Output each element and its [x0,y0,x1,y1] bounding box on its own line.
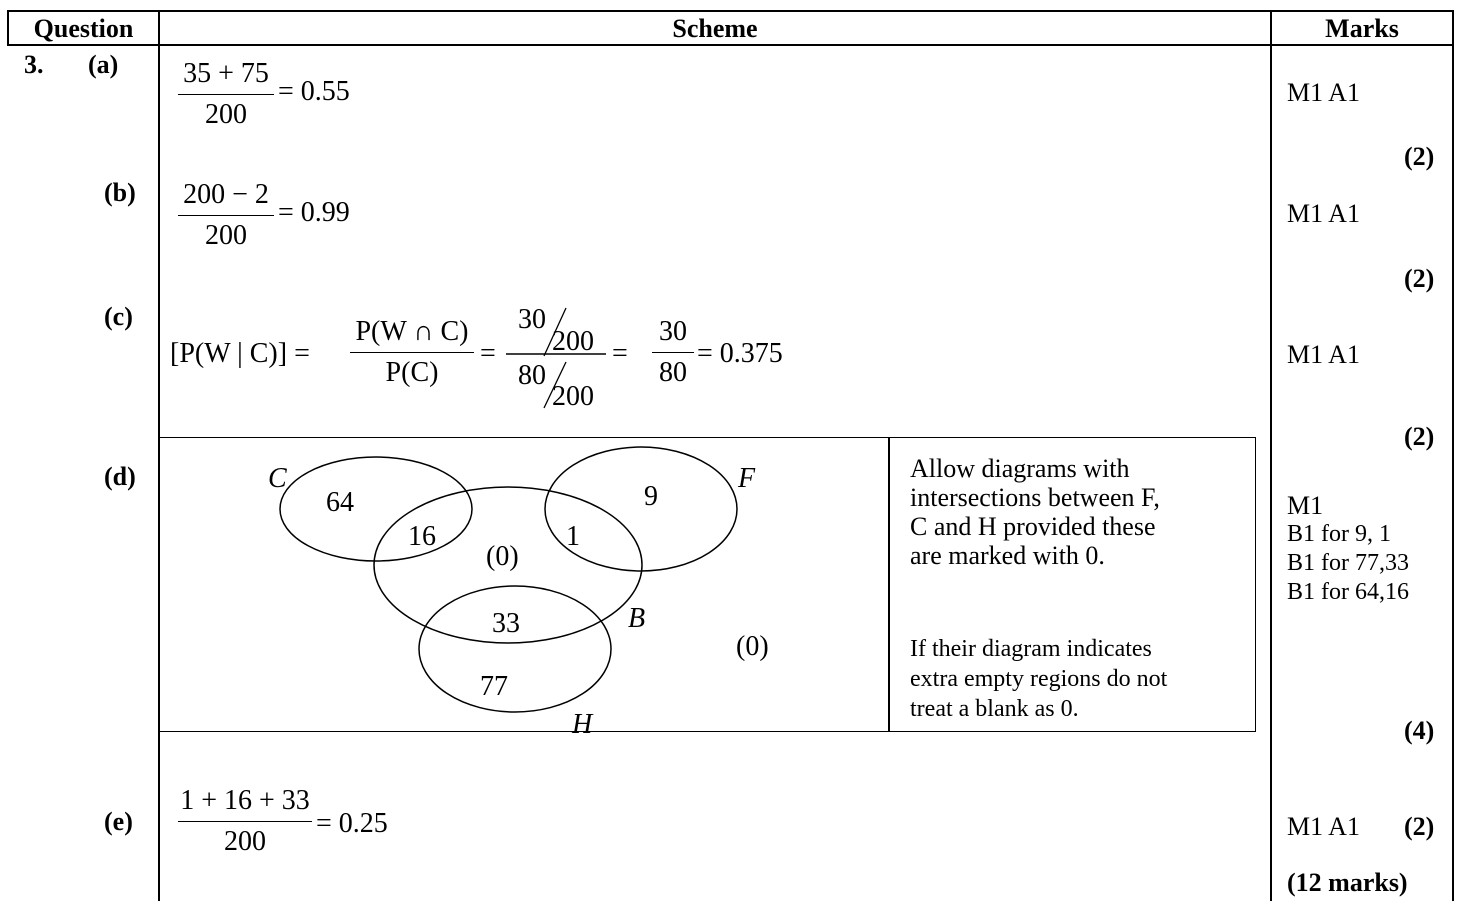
part-b-numerator: 200 − 2 [183,179,269,210]
part-c-label: (c) [104,302,133,331]
venn-label-b: B [628,603,645,634]
part-a-fraction: 35 + 75 200 [178,58,274,131]
venn-value-f-only: 9 [644,481,658,512]
part-c-f3-numerator: 30 [659,316,687,347]
venn-value-h-only: 77 [480,671,508,702]
part-b-denominator: 200 [205,220,247,251]
venn-set-b [373,486,643,644]
note-2: If their diagram indicates extra empty r… [910,634,1167,724]
total-e: (2) [1404,812,1435,841]
marks-b: M1 A1 [1287,199,1360,228]
note-2-line-1: If their diagram indicates [910,636,1152,662]
marks-d-b1-c: B1 for 64,16 [1287,579,1409,605]
part-c-f2-den-b: 200 [552,381,594,412]
venn-value-outside: (0) [736,631,769,662]
part-a-result: = 0.55 [278,76,350,107]
marks-c: M1 A1 [1287,340,1360,369]
part-c-f2-den-slash [543,361,567,409]
part-c-eq-2: = [612,338,628,369]
note-1-line-2: intersections between F, [910,483,1160,512]
grand-total: (12 marks) [1287,868,1408,897]
venn-diagram-box [158,437,889,732]
marks-d-b1-a: B1 for 9, 1 [1287,521,1391,547]
part-c-fraction-2: 30 200 80 200 [506,304,606,412]
col-marks-border [1270,10,1272,901]
part-e-label: (e) [104,807,133,836]
venn-label-c: C [268,463,287,494]
part-a-numerator: 35 + 75 [183,58,269,89]
total-d: (4) [1404,716,1435,745]
part-e-fraction: 1 + 16 + 33 200 [178,785,312,858]
part-c-eq-1: = [480,338,496,369]
part-c-f2-den-a: 80 [518,360,546,391]
venn-set-h [418,585,612,713]
total-b: (2) [1404,264,1435,293]
col-right-border [1452,10,1454,901]
marks-d: M1 B1 for 9, 1 B1 for 77,33 B1 for 64,16 [1287,491,1409,607]
header-scheme: Scheme [672,14,758,43]
part-c-result: = 0.375 [697,338,783,369]
venn-set-c [279,456,473,562]
venn-label-h: H [571,709,594,737]
part-c-f2-num-b: 200 [552,326,594,357]
note-2-line-2: extra empty regions do not [910,666,1168,692]
venn-diagram: C F B H 64 16 (0) 1 9 33 77 (0) [268,446,769,737]
part-c-f1-denominator: P(C) [385,357,439,388]
marks-e: M1 A1 [1287,812,1360,841]
part-b-fraction: 200 − 2 200 [178,179,274,252]
part-c-f2-num-slash [543,307,567,357]
part-c-f2-num-a: 30 [518,304,546,335]
venn-value-c-only: 64 [326,487,354,518]
total-a: (2) [1404,142,1435,171]
part-a-denominator: 200 [205,99,247,130]
part-c-fraction-3: 30 80 [652,316,694,389]
col-left-border [7,10,9,46]
header-question: Question [33,14,134,43]
note-box [889,437,1256,732]
note-1-line-4: are marked with 0. [910,541,1105,570]
header-marks: Marks [1325,14,1399,43]
part-e-numerator: 1 + 16 + 33 [180,785,310,816]
header-bottom-border [7,44,1454,46]
part-c-f3-denominator: 80 [659,357,687,388]
note-1-line-1: Allow diagrams with [910,454,1130,483]
question-number: 3. [24,50,44,79]
note-2-line-3: treat a blank as 0. [910,696,1079,722]
venn-set-f [544,446,738,572]
note-1: Allow diagrams with intersections betwee… [910,454,1160,570]
part-b-result: = 0.99 [278,197,350,228]
col-question-border [158,10,160,901]
part-c-f1-numerator: P(W ∩ C) [355,316,469,347]
marks-a: M1 A1 [1287,78,1360,107]
venn-value-b-h: 33 [492,608,520,639]
venn-value-c-b: 16 [408,521,436,552]
venn-value-f-b: 1 [566,521,580,552]
marks-d-b1-b: B1 for 77,33 [1287,550,1409,576]
marks-d-m1: M1 [1287,491,1324,520]
part-c-fraction-1: P(W ∩ C) P(C) [350,316,474,389]
table-top-border [7,10,1454,12]
part-a-label: (a) [88,50,119,79]
part-b-label: (b) [104,178,136,207]
part-e-result: = 0.25 [316,808,388,839]
part-e-denominator: 200 [224,826,266,857]
note-1-line-3: C and H provided these [910,512,1156,541]
part-d-label: (d) [104,462,136,491]
venn-label-f: F [737,463,756,494]
part-c-lhs: [P(W | C)] = [170,338,310,369]
total-c: (2) [1404,422,1435,451]
venn-value-b-only: (0) [486,541,519,572]
